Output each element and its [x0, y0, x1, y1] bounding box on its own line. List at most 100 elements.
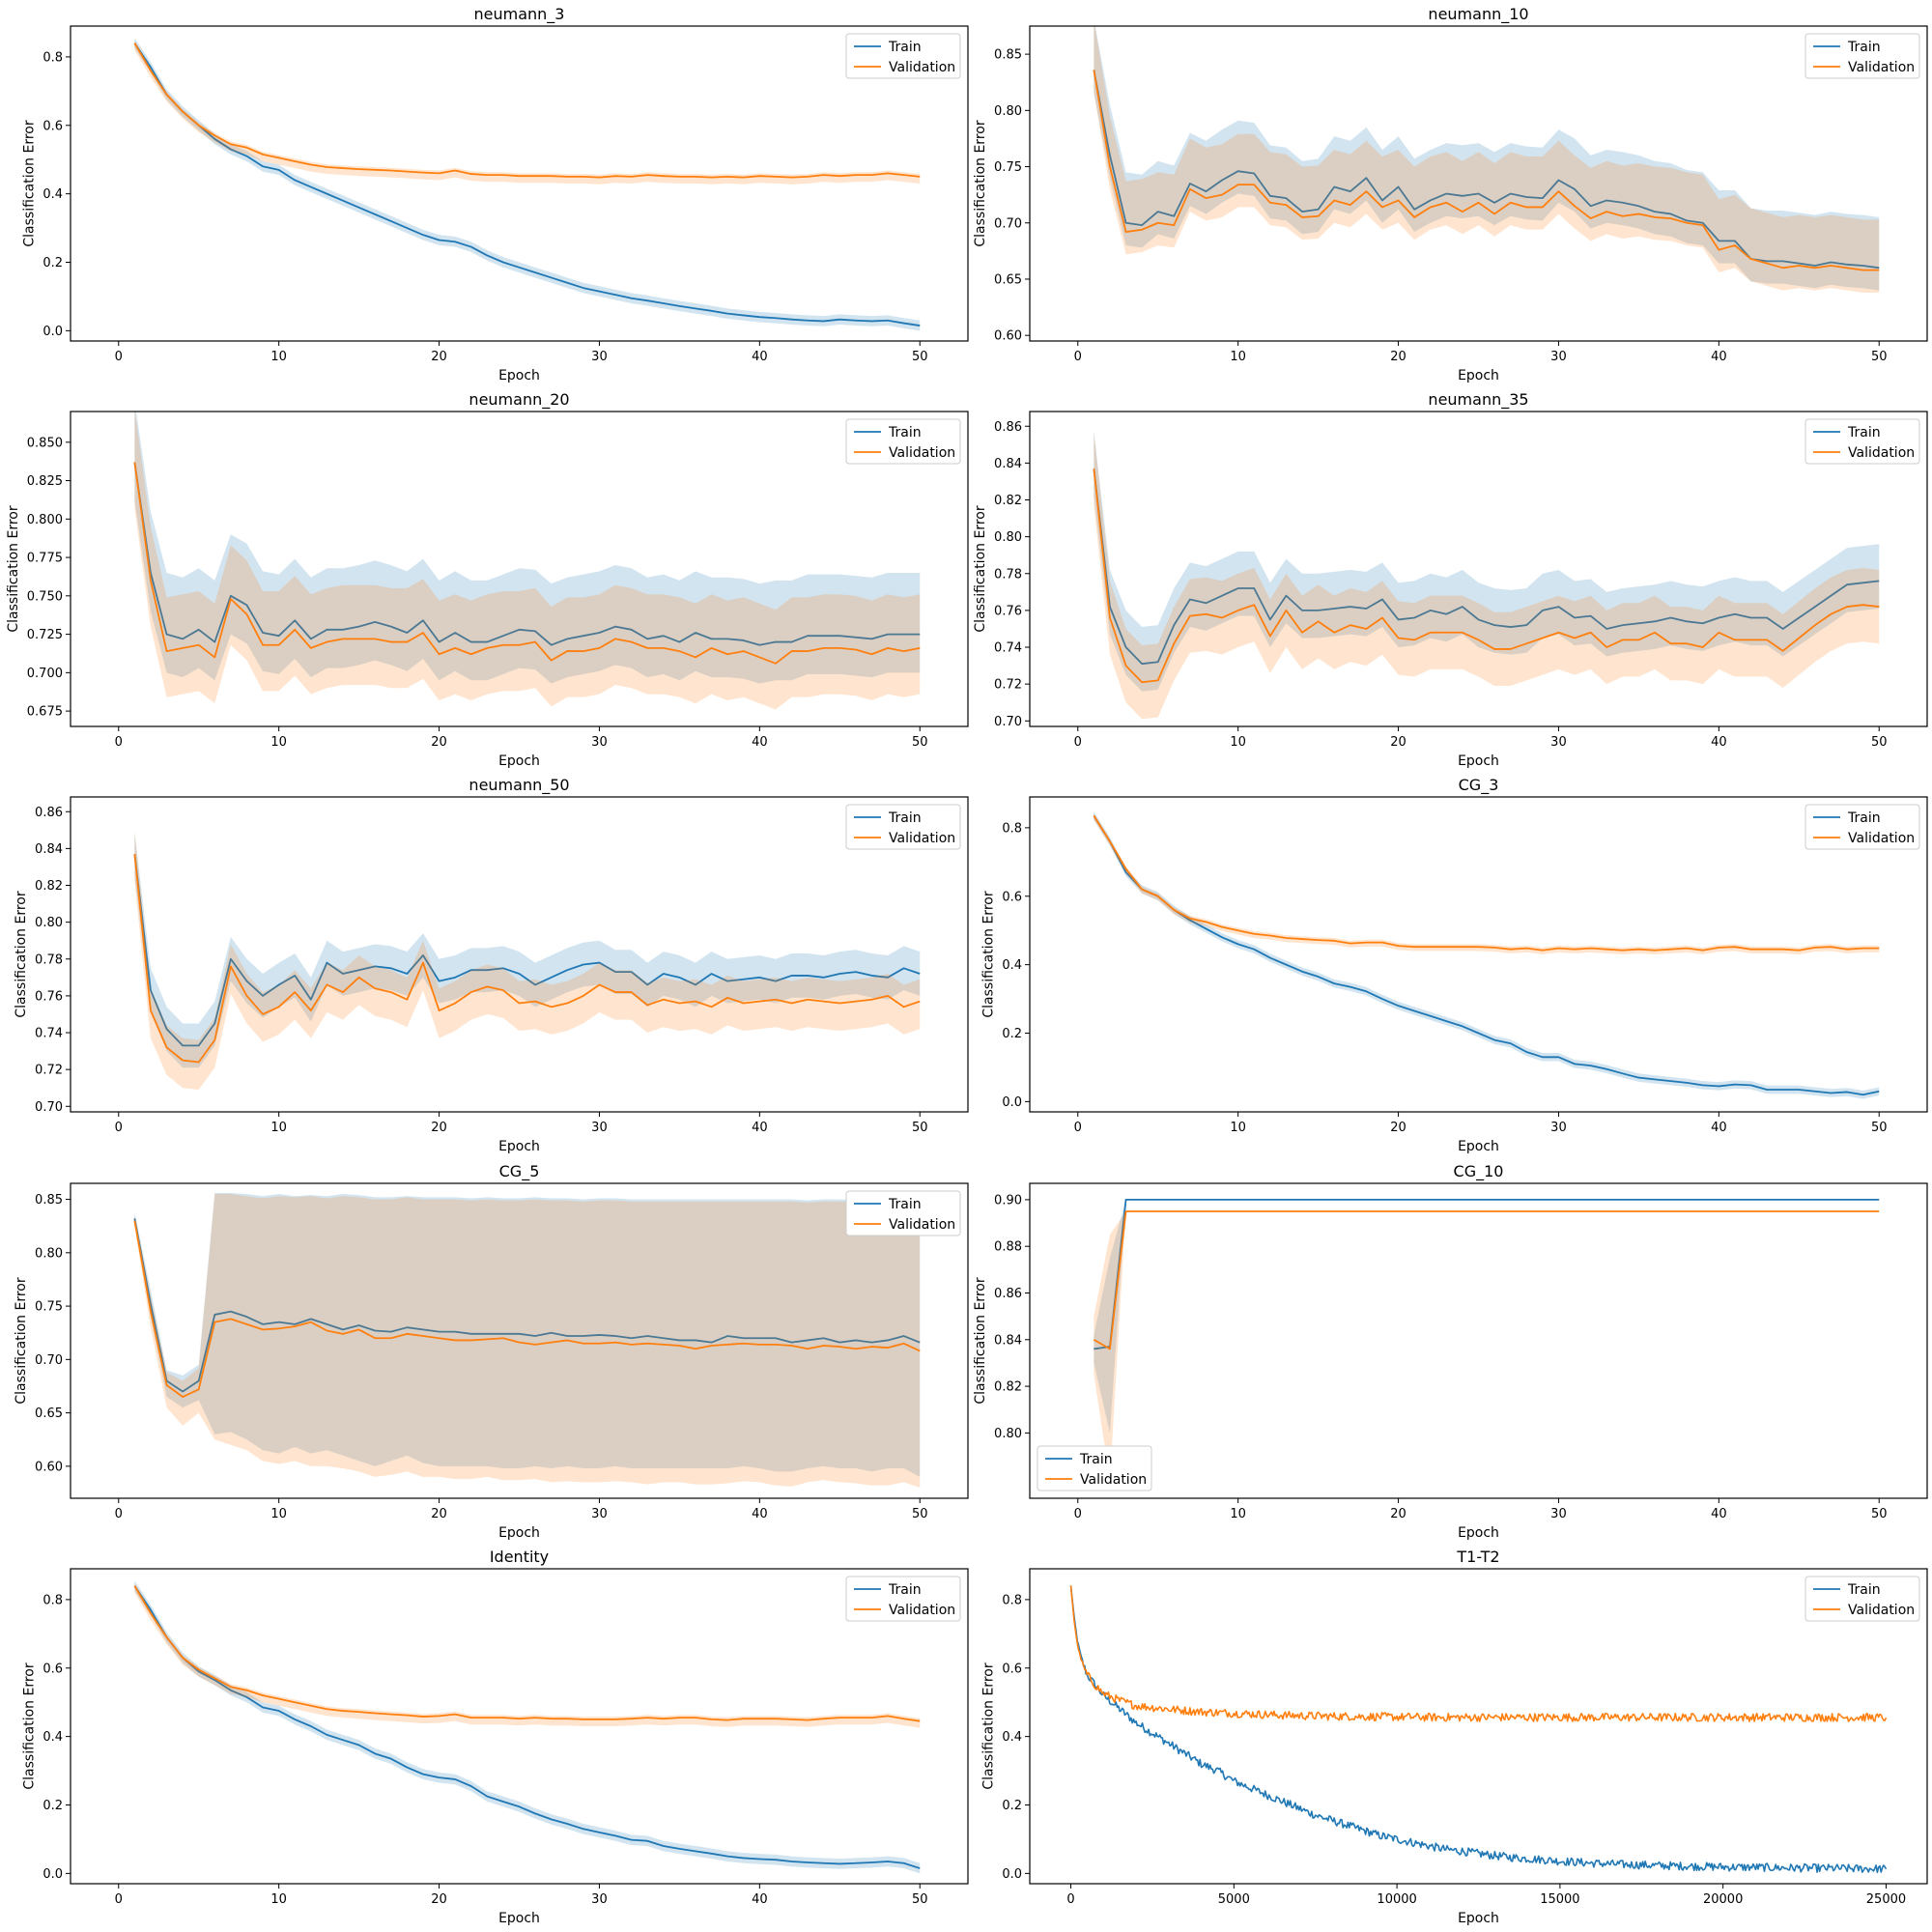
x-tick-label: 10 [1230, 350, 1246, 364]
y-tick-label: 0.84 [994, 1333, 1022, 1348]
legend-label-validation: Validation [1848, 831, 1915, 846]
y-tick-label: 0.74 [35, 1027, 63, 1041]
band-train [134, 38, 921, 331]
y-tick-label: 0.80 [994, 104, 1022, 119]
x-axis-label: Epoch [1458, 368, 1499, 384]
x-tick-label: 10 [270, 1121, 287, 1135]
x-tick-label: 5000 [1218, 1892, 1250, 1907]
axes-frame [70, 1182, 969, 1499]
y-tick-label: 0.8 [1002, 1593, 1022, 1607]
y-tick-label: 0.84 [35, 842, 63, 857]
line-validation [1093, 70, 1880, 271]
legend: Train Validation [845, 1576, 961, 1622]
y-tick-label: 0.750 [27, 589, 63, 604]
y-tick-label: 0.86 [35, 806, 63, 820]
y-axis-label: Classification Error [21, 1662, 37, 1789]
legend: Train Validation [1037, 1445, 1152, 1492]
x-tick-label: 40 [1711, 1507, 1727, 1521]
subplot-title: Identity [490, 1548, 549, 1566]
y-tick-label: 0.0 [1002, 1867, 1022, 1882]
x-tick-label: 0 [1074, 735, 1082, 750]
line-train [133, 1218, 921, 1393]
x-tick-label: 10000 [1377, 1892, 1416, 1907]
y-tick-label: 0.72 [35, 1064, 63, 1078]
x-tick-label: 50 [912, 735, 928, 750]
subplot-10: 0 5000 10000 15000 20000 25000 0.0 0.2 0.4 0.6 0.8… [980, 1548, 1928, 1926]
y-tick-label: 0.88 [994, 1240, 1022, 1255]
x-tick-label: 10 [1230, 1507, 1246, 1521]
x-tick-label: 0 [115, 350, 123, 364]
band-validation [134, 832, 921, 1091]
y-tick-label: 0.825 [27, 474, 63, 489]
legend-label-validation: Validation [1080, 1472, 1147, 1488]
band-train [1094, 431, 1880, 692]
subplot-title: neumann_50 [469, 776, 569, 795]
band-validation [1094, 431, 1880, 720]
x-tick-label: 50 [1871, 1507, 1888, 1521]
line-train [133, 462, 921, 646]
legend-label-train: Train [1847, 1582, 1881, 1598]
x-tick-label: 30 [1550, 1507, 1567, 1521]
y-tick-label: 0.80 [994, 530, 1022, 545]
x-tick-label: 0 [115, 1892, 123, 1907]
subplot-4: 0 10 20 30 40 50 0.70 0.72 0.74 0.76 0.78 0.80 0.82 0… [973, 390, 1928, 769]
plot-area [1093, 431, 1880, 720]
x-tick-label: 0 [115, 1121, 123, 1135]
y-tick-label: 0.65 [35, 1406, 63, 1421]
y-tick-label: 0.700 [27, 667, 63, 681]
line-validation [1069, 1585, 1888, 1722]
line-train [1094, 1199, 1880, 1350]
plot-area [133, 1192, 921, 1488]
plot-area [1093, 1199, 1880, 1480]
subplot-9: 0 10 20 30 40 50 0.0 0.2 0.4 0.6 0.8 Identity Epoch C… [21, 1548, 969, 1926]
y-tick-label: 0.4 [43, 1730, 63, 1745]
legend-label-validation: Validation [889, 1603, 955, 1618]
y-axis-label: Classification Error [14, 1277, 29, 1404]
y-tick-label: 0.6 [1002, 890, 1022, 904]
line-validation [1093, 1210, 1880, 1350]
x-tick-label: 30 [591, 1507, 608, 1521]
x-tick-label: 50 [912, 1121, 928, 1135]
y-tick-label: 0.65 [994, 272, 1022, 287]
x-tick-label: 40 [752, 1121, 768, 1135]
y-tick-label: 0.8 [43, 1593, 63, 1607]
x-tick-label: 20 [431, 1507, 447, 1521]
subplot-2: 0 10 20 30 40 50 0.60 0.65 0.70 0.75 0.80 0.85 neuma… [973, 5, 1928, 384]
x-tick-label: 30 [591, 1121, 608, 1135]
x-tick-label: 50 [1871, 1121, 1888, 1135]
line-train [133, 43, 921, 327]
plot-area [133, 412, 921, 710]
line-validation [133, 43, 921, 179]
y-tick-label: 0.76 [35, 989, 63, 1004]
y-tick-label: 0.4 [1002, 958, 1022, 973]
axes-frame [1029, 1182, 1928, 1499]
axes-frame [70, 796, 969, 1113]
axes-frame [70, 1568, 969, 1885]
line-train [1093, 815, 1880, 1096]
x-tick-label: 30 [591, 735, 608, 750]
legend-label-train: Train [1847, 40, 1881, 55]
band-train [134, 412, 921, 684]
x-tick-label: 30 [591, 350, 608, 364]
plot-area [1069, 1585, 1888, 1874]
subplot-title: T1-T2 [1456, 1548, 1499, 1566]
y-tick-label: 0.850 [27, 436, 63, 450]
legend-label-train: Train [1847, 810, 1881, 826]
subplot-1: 0 10 20 30 40 50 0.0 0.2 0.4 0.6 0.8 neumann_3 Epoch… [21, 5, 969, 384]
subplot-title: CG_5 [499, 1162, 540, 1181]
subplot-title: neumann_3 [474, 5, 565, 24]
legend-label-validation: Validation [1848, 60, 1915, 75]
legend-label-validation: Validation [889, 60, 955, 75]
x-axis-label: Epoch [498, 1525, 540, 1541]
legend: Train Validation [1804, 1576, 1920, 1622]
x-tick-label: 30 [1550, 735, 1567, 750]
y-tick-label: 0.800 [27, 513, 63, 527]
x-tick-label: 10 [1230, 735, 1246, 750]
y-axis-label: Classification Error [973, 1277, 988, 1404]
x-tick-label: 20000 [1703, 1892, 1743, 1907]
y-tick-label: 0.85 [35, 1193, 63, 1208]
y-tick-label: 0.82 [994, 1380, 1022, 1395]
x-axis-label: Epoch [498, 368, 540, 384]
y-tick-label: 0.80 [35, 1246, 63, 1261]
y-tick-label: 0.70 [994, 715, 1022, 729]
